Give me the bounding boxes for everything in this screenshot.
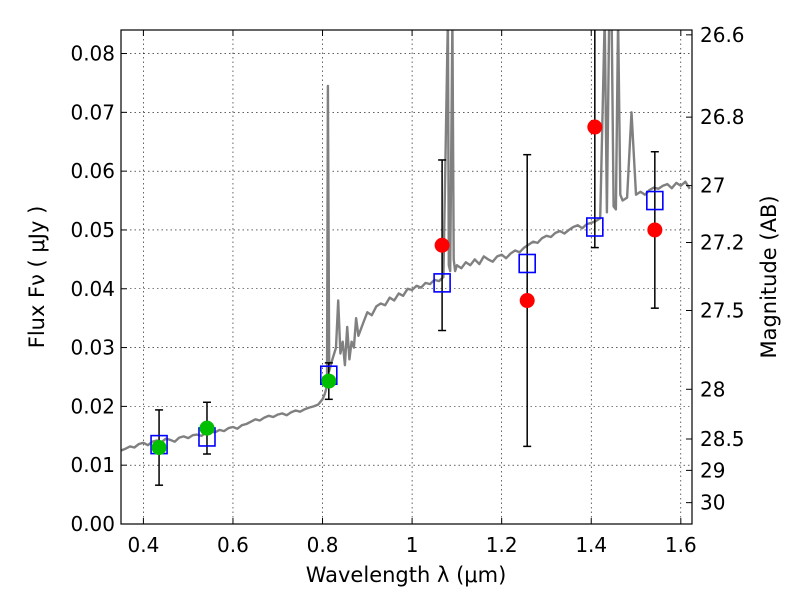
magnitude-tick-label: 26.6 <box>700 23 745 47</box>
magnitude-tick-label: 27.5 <box>700 298 745 322</box>
y-tick-label: 0.00 <box>70 512 115 536</box>
x-tick-label: 1.2 <box>486 533 518 557</box>
y-tick-label: 0.01 <box>70 453 115 477</box>
tick-marks <box>121 30 692 525</box>
y-tick-label: 0.05 <box>70 218 115 242</box>
x-tick-label: 1 <box>406 533 419 557</box>
tick-labels: 0.4 0.6 0.8 1 1.2 1.4 1.6 0.00 0.01 0.02 0.03 0.04 0… <box>70 23 744 557</box>
marker-layer <box>150 119 664 456</box>
x-tick-label: 0.8 <box>307 533 339 557</box>
red-data-point <box>519 293 535 309</box>
x-tick-label: 0.6 <box>217 533 249 557</box>
y-tick-label: 0.03 <box>70 336 115 360</box>
x-tick-label: 1.4 <box>575 533 607 557</box>
model-square-marker <box>646 190 664 211</box>
plot-frame <box>120 29 693 525</box>
red-data-point <box>587 119 603 135</box>
model-square-marker <box>433 273 451 293</box>
green-data-point <box>199 420 215 436</box>
x-tick-label: 1.6 <box>665 533 697 557</box>
magnitude-tick-label: 28.5 <box>700 427 745 451</box>
model-square-marker <box>586 217 604 237</box>
green-data-point <box>321 373 337 389</box>
y-axis-title: Flux Fν ( μJy ) <box>25 206 49 349</box>
magnitude-tick-label: 28 <box>700 377 725 401</box>
right-axis-title: Magnitude (AB) <box>757 195 781 358</box>
magnitude-tick-label: 26.8 <box>700 105 745 129</box>
x-tick-label: 0.4 <box>127 533 159 557</box>
spectrum-line <box>121 30 691 452</box>
y-tick-label: 0.02 <box>70 394 115 418</box>
y-tick-label: 0.07 <box>70 100 115 124</box>
magnitude-tick-label: 27 <box>700 174 725 198</box>
y-tick-label: 0.04 <box>70 277 115 301</box>
magnitude-tick-label: 27.2 <box>700 231 745 255</box>
y-tick-label: 0.06 <box>70 159 115 183</box>
green-data-point <box>151 440 167 456</box>
magnitude-tick-label: 30 <box>700 491 725 515</box>
spectrum-layer <box>121 30 691 452</box>
y-tick-label: 0.08 <box>70 42 115 66</box>
x-axis-title: Wavelength λ (μm) <box>306 563 507 587</box>
model-square-marker <box>518 253 536 274</box>
red-data-point <box>434 237 450 253</box>
red-data-point <box>647 222 663 238</box>
magnitude-tick-label: 29 <box>700 458 725 482</box>
